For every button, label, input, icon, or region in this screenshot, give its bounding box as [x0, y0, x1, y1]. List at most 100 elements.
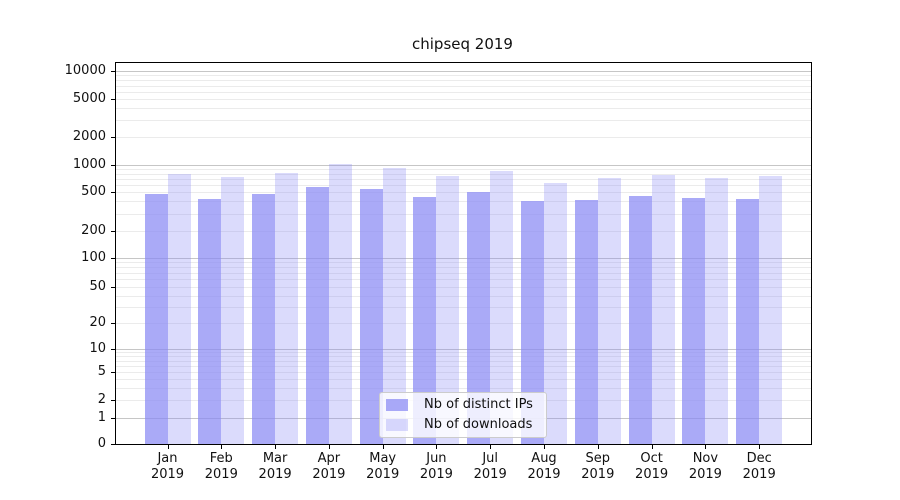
y-axis-tick: [111, 371, 115, 373]
x-axis-tick-label: Jan 2019: [150, 451, 185, 482]
x-axis-tick: [275, 445, 277, 449]
major-gridline: [116, 348, 811, 350]
bar-distinct-ips: [467, 191, 491, 444]
y-axis-tick: [111, 444, 115, 445]
y-axis-tick-label: 2: [97, 392, 106, 407]
x-axis-tick-label: Mar 2019: [258, 451, 292, 482]
x-axis-tick: [651, 445, 653, 449]
x-axis-tick: [705, 445, 707, 449]
minor-gridline: [116, 108, 811, 110]
x-axis-tick: [490, 445, 492, 449]
x-axis-tick-label: Nov 2019: [688, 451, 722, 482]
y-axis-tick-label: 100: [81, 249, 106, 265]
x-axis-tick-label: Oct 2019: [635, 451, 669, 482]
y-axis-tick-label: 500: [81, 183, 106, 199]
x-axis-tick: [328, 445, 330, 449]
minor-gridline: [116, 371, 811, 373]
bar-distinct-ips: [682, 197, 706, 444]
x-axis-tick: [436, 445, 438, 449]
minor-gridline: [116, 365, 811, 367]
x-axis-tick-label: Dec 2019: [742, 451, 776, 482]
x-axis-tick: [382, 445, 384, 449]
minor-gridline: [116, 184, 811, 186]
bar-downloads: [275, 173, 299, 444]
legend-label-distinct-ips: Nb of distinct IPs: [424, 397, 533, 412]
plot-area: Nb of distinct IPs Nb of downloads 0 1 2 5 1…: [65, 62, 812, 482]
y-axis-tick: [111, 400, 115, 401]
bar-distinct-ips: [574, 200, 598, 444]
major-gridline: [116, 71, 811, 72]
bar-downloads: [544, 182, 567, 444]
minor-gridline: [116, 352, 811, 353]
y-axis-tick-label: 0: [97, 436, 106, 451]
y-axis-tick-label: 20: [89, 315, 106, 331]
x-axis-tick: [597, 445, 599, 449]
y-axis-tick-label: 1: [97, 409, 106, 425]
y-axis-tick: [111, 71, 115, 72]
minor-gridline: [116, 201, 811, 203]
bar-distinct-ips: [305, 186, 329, 444]
minor-gridline: [116, 261, 811, 263]
y-axis-tick: [111, 286, 115, 288]
legend-label-downloads: Nb of downloads: [424, 417, 533, 432]
bar-distinct-ips: [628, 195, 652, 444]
bar-downloads: [705, 178, 729, 444]
bar-downloads: [759, 176, 783, 444]
minor-gridline: [116, 178, 811, 180]
minor-gridline: [116, 168, 811, 170]
minor-gridline: [116, 266, 811, 268]
x-axis-tick-label: Feb 2019: [204, 451, 238, 482]
bar-downloads: [651, 174, 675, 444]
bar-downloads: [436, 176, 460, 444]
bar-downloads: [328, 163, 352, 444]
y-axis-tick: [111, 348, 115, 350]
x-axis-tick-label: Jul 2019: [473, 451, 507, 482]
legend-swatch-downloads: [386, 419, 408, 431]
y-axis-tick-label: 10000: [64, 63, 106, 78]
bar-downloads: [597, 178, 621, 444]
bar-distinct-ips: [521, 201, 544, 444]
bar-downloads: [490, 170, 514, 444]
x-axis-tick: [221, 445, 223, 449]
major-gridline: [116, 257, 811, 259]
x-axis-tick: [167, 445, 169, 449]
minor-gridline: [116, 323, 811, 325]
y-axis-tick-label: 2000: [72, 128, 106, 144]
minor-gridline: [116, 356, 811, 357]
minor-gridline: [116, 307, 811, 309]
bar-distinct-ips: [198, 199, 222, 444]
x-axis-tick-label: May 2019: [366, 451, 400, 482]
bar-distinct-ips: [252, 194, 276, 444]
bar-distinct-ips: [413, 197, 437, 444]
minor-gridline: [116, 360, 811, 362]
minor-gridline: [116, 213, 811, 215]
chart-title: chipseq 2019: [412, 35, 513, 53]
minor-gridline: [116, 173, 811, 175]
x-axis-tick-label: Jun 2019: [419, 451, 453, 482]
y-axis-tick-label: 5000: [72, 91, 106, 107]
minor-gridline: [116, 279, 811, 280]
y-axis-tick-label: 200: [81, 222, 106, 238]
bar-downloads: [167, 173, 191, 444]
bar-distinct-ips: [144, 193, 168, 444]
bar-distinct-ips: [359, 189, 383, 444]
minor-gridline: [116, 85, 811, 87]
x-axis-tick-label: Aug 2019: [527, 451, 561, 482]
minor-gridline: [116, 91, 811, 93]
y-axis-tick-label: 50: [89, 278, 106, 294]
minor-gridline: [116, 80, 811, 82]
minor-gridline: [116, 272, 811, 274]
x-axis-tick: [544, 445, 545, 449]
x-axis-tick-label: Sep 2019: [581, 451, 615, 482]
minor-gridline: [116, 75, 811, 77]
y-axis-tick-label: 5: [97, 363, 106, 379]
y-axis-tick: [111, 417, 115, 419]
bar-distinct-ips: [736, 198, 760, 444]
minor-gridline: [116, 120, 811, 121]
minor-gridline: [116, 378, 811, 380]
minor-gridline: [116, 99, 811, 101]
legend: Nb of distinct IPs Nb of downloads: [379, 392, 547, 438]
y-axis-tick: [111, 257, 115, 259]
x-axis-tick-label: Apr 2019: [312, 451, 346, 482]
